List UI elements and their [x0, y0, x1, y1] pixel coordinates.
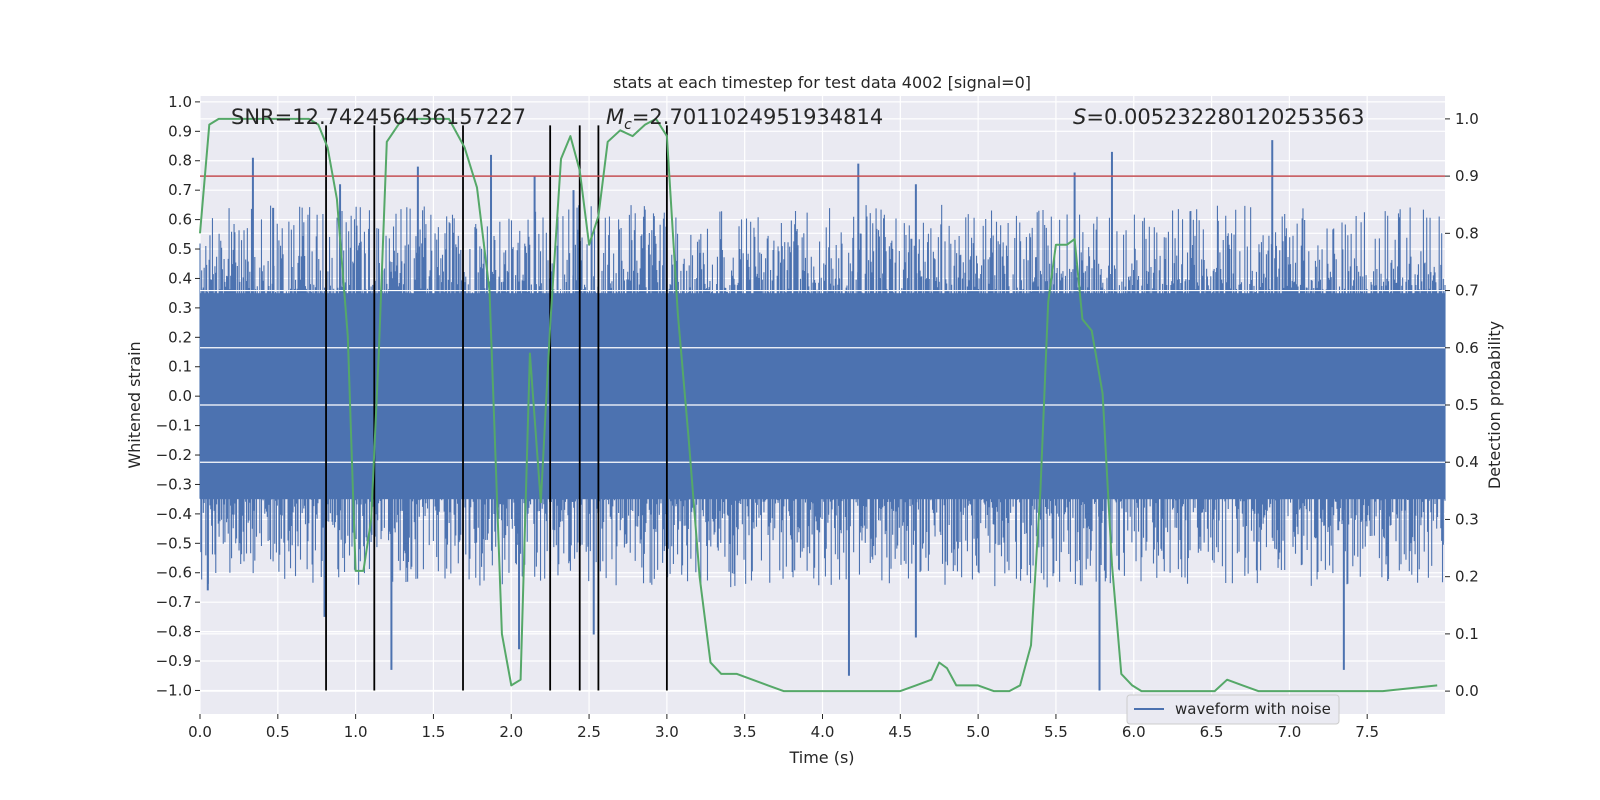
legend-label: waveform with noise [1175, 700, 1331, 718]
y-left-tick-label: 0.5 [168, 240, 192, 258]
probability-series [199, 117, 1438, 693]
chirp-mass-symbol: M [606, 105, 624, 129]
y-left-tick-label: 0.9 [168, 122, 192, 140]
x-tick-label: 1.5 [422, 723, 446, 741]
y-right-tick-label: 0.3 [1455, 510, 1479, 528]
probability-line [199, 117, 1438, 693]
legend: waveform with noise [1126, 694, 1340, 725]
y-right-tick-label: 0.8 [1455, 224, 1479, 242]
y-left-tick-label: −0.8 [156, 623, 192, 641]
y-left-tick-label: −0.7 [156, 593, 192, 611]
x-tick-label: 2.0 [499, 723, 523, 741]
x-tick-label: 3.5 [733, 723, 757, 741]
waveform-series [199, 140, 1446, 691]
y-axis-left: 1.0 0.9 0.8 0.7 0.6 0.5 0.4 0.3 0.2 0.1 0.0 −0.1 −0.… [156, 93, 200, 699]
y-left-tick-label: −0.4 [156, 505, 192, 523]
x-tick-label: 5.0 [966, 723, 990, 741]
y-right-tick-label: 0.4 [1455, 453, 1479, 471]
y-left-tick-label: −0.3 [156, 475, 192, 493]
s-value: =0.005232280120253563 [1086, 105, 1364, 129]
y-right-tick-label: 0.0 [1455, 682, 1479, 700]
y-left-tick-label: −0.1 [156, 417, 192, 435]
y-left-tick-label: 0.1 [168, 358, 192, 376]
chart-title: stats at each timestep for test data 400… [613, 73, 1031, 92]
x-tick-label: 2.5 [577, 723, 601, 741]
vertical-markers [325, 125, 668, 691]
y-right-tick-label: 0.7 [1455, 282, 1479, 300]
x-tick-label: 7.5 [1355, 723, 1379, 741]
y-right-tick-label: 0.2 [1455, 568, 1479, 586]
y-right-tick-label: 0.5 [1455, 396, 1479, 414]
x-tick-label: 6.0 [1122, 723, 1146, 741]
x-tick-label: 7.0 [1277, 723, 1301, 741]
y-left-tick-label: 0.0 [168, 387, 192, 405]
y-left-tick-label: −0.2 [156, 446, 192, 464]
y-right-tick-label: 0.9 [1455, 167, 1479, 185]
y-left-tick-label: 0.3 [168, 299, 192, 317]
y-axis-right-label: Detection probability [1485, 321, 1504, 489]
x-axis-label: Time (s) [788, 748, 854, 767]
x-tick-label: 6.5 [1200, 723, 1224, 741]
x-tick-label: 4.5 [888, 723, 912, 741]
x-tick-label: 0.0 [188, 723, 212, 741]
y-axis-left-label: Whitened strain [125, 341, 144, 468]
x-tick-label: 0.5 [266, 723, 290, 741]
y-left-tick-label: −0.6 [156, 564, 192, 582]
y-axis-right: 1.0 0.9 0.8 0.7 0.6 0.5 0.4 0.3 0.2 0.1 0.0 [1445, 110, 1479, 700]
x-axis: 0.0 0.5 1.0 1.5 2.0 2.5 3.0 3.5 4.0 4.5 5.0 5.5 6.0 6… [188, 714, 1379, 741]
chirp-mass-annotation: Mc=2.7011024951934814 [606, 105, 883, 133]
x-tick-label: 5.5 [1044, 723, 1068, 741]
y-left-tick-label: 0.4 [168, 269, 192, 287]
x-tick-label: 4.0 [811, 723, 835, 741]
y-right-tick-label: 1.0 [1455, 110, 1479, 128]
chirp-mass-subscript: c [624, 117, 632, 133]
y-right-tick-label: 0.1 [1455, 625, 1479, 643]
y-left-tick-label: 1.0 [168, 93, 192, 111]
x-tick-label: 1.0 [344, 723, 368, 741]
s-annotation: S=0.005232280120253563 [1073, 105, 1364, 129]
y-left-tick-label: −1.0 [156, 681, 192, 699]
y-left-tick-label: 0.7 [168, 181, 192, 199]
y-left-tick-label: 0.8 [168, 152, 192, 170]
s-symbol: S [1073, 105, 1086, 129]
x-tick-label: 3.0 [655, 723, 679, 741]
y-left-tick-label: −0.5 [156, 534, 192, 552]
legend-box [1126, 694, 1340, 725]
y-left-tick-label: 0.2 [168, 328, 192, 346]
y-left-tick-label: 0.6 [168, 211, 192, 229]
chirp-mass-value: =2.7011024951934814 [632, 105, 883, 129]
waveform-line [199, 204, 1446, 588]
snr-annotation: SNR=12.742456436157227 [231, 105, 526, 129]
y-left-tick-label: −0.9 [156, 652, 192, 670]
y-right-tick-label: 0.6 [1455, 339, 1479, 357]
